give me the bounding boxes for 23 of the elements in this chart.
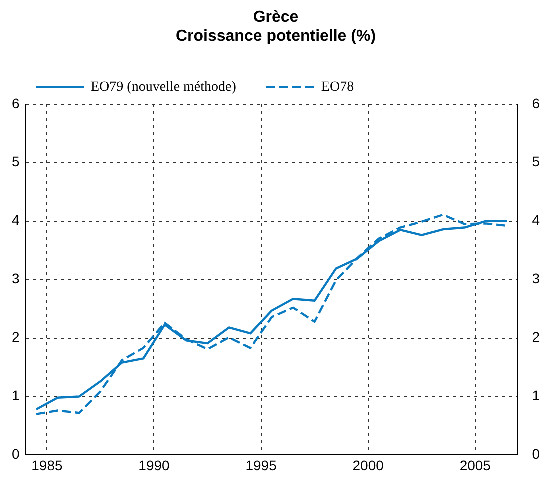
y-tick-label: 0 — [12, 446, 20, 462]
x-tick-label: 2005 — [460, 457, 492, 474]
x-tick-label: 1985 — [32, 457, 63, 474]
y-tick-label: 6 — [12, 95, 20, 112]
y-tick-label: 3 — [12, 270, 20, 287]
chart-subtitle: Croissance potentielle (%) — [176, 28, 376, 46]
y2-tick-label: 4 — [532, 212, 540, 228]
y2-tick-label: 1 — [532, 388, 540, 404]
y-tick-label: 1 — [12, 388, 20, 404]
legend-label: EO78 — [321, 80, 354, 96]
y-tick-label: 4 — [12, 212, 20, 228]
y2-tick-label: 5 — [532, 154, 540, 170]
x-tick-label: 1990 — [138, 457, 170, 474]
x-tick-label: 2000 — [352, 457, 384, 474]
chart-title: Grèce — [253, 9, 299, 26]
y2-tick-label: 0 — [532, 446, 540, 462]
legend-label: EO79 (nouvelle méthode) — [91, 80, 237, 96]
y-tick-label: 5 — [12, 154, 20, 170]
y2-tick-label: 2 — [532, 329, 540, 346]
y2-tick-label: 6 — [532, 95, 540, 112]
y-tick-label: 2 — [12, 329, 20, 346]
x-tick-label: 1995 — [246, 457, 278, 474]
y2-tick-label: 3 — [532, 270, 540, 287]
